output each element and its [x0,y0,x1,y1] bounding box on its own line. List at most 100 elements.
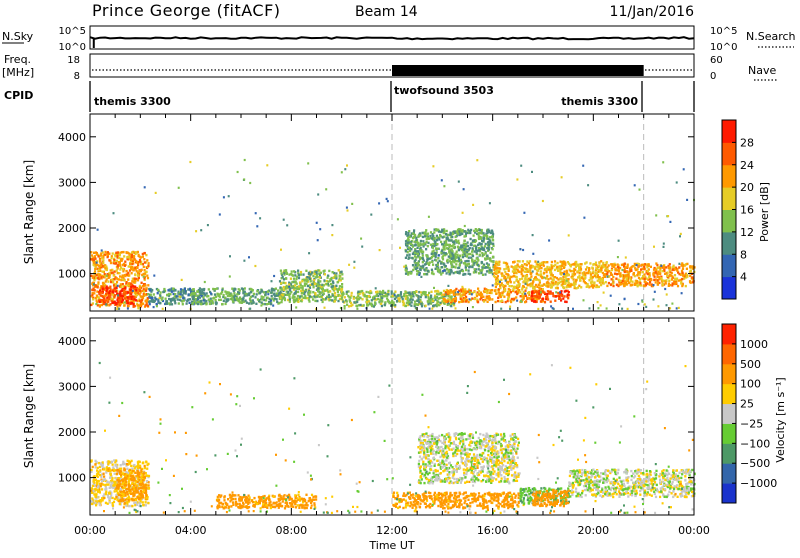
beam-title: Beam 14 [355,4,418,20]
colorbar-swatch [722,187,736,210]
cpid-segment-3: themis 3300 [561,95,638,108]
cpid-label: CPID [4,89,33,102]
colorbar-tick-label: 28 [740,136,754,149]
power-colorbar: 4 8 12 16 20 24 28 [722,120,754,300]
velocity-panel: 1000 2000 3000 4000 Slant Range [km] 1000 50… [22,318,787,515]
freq-left-tick-top: 18 [67,55,80,66]
colorbar-tick-label: 500 [740,358,761,371]
colorbar-swatch [722,120,736,143]
scatter-region [405,228,495,276]
colorbar-swatch [722,443,736,463]
scatter-noise [99,362,694,514]
y-tick-label: 3000 [58,176,86,189]
colorbar-swatch [722,344,736,364]
y-tick-label: 1000 [58,268,86,281]
velocity-colorbar-label: Velocity [m s⁻¹] [774,377,787,462]
colorbar-tick-label: −100 [740,437,770,450]
y-tick-label: 3000 [58,380,86,393]
colorbar-swatch [722,210,736,233]
scatter-region [606,262,696,287]
scatter-noise [93,159,695,310]
freq-left-unit: [MHz] [2,66,34,79]
colorbar-swatch [722,165,736,188]
colorbar-swatch [722,254,736,277]
colorbar-tick-label: 24 [740,159,754,172]
nave-bar [392,65,644,76]
scatter-region [191,287,281,305]
cpid-segment-2: twofsound 3503 [394,84,494,97]
nave-label: Nave [748,64,776,77]
colorbar-tick-label: 16 [740,204,754,217]
noise-right-tick-top: 10^5 [710,26,737,37]
power-colorbar-label: Power [dB] [758,182,771,242]
x-tick-label-2: 08:00 [275,524,307,537]
velocity-colorbar: 1000 500 100 25 −25 −100 −500 −1000 [722,324,777,504]
x-axis-tick-labels: 00:00 04:00 08:00 12:00 16:00 20:00 00:0… [74,524,710,537]
noise-right-label: N.Search [746,30,796,43]
colorbar-swatch [722,423,736,443]
colorbar-swatch [722,364,736,384]
freq-left-tick-bottom: 8 [74,71,80,82]
colorbar-tick-label: −1000 [740,477,777,490]
station-title: Prince George (fitACF) [92,1,281,20]
colorbar-tick-label: 25 [740,398,754,411]
nave-block [392,65,644,76]
x-tick-label-4: 16:00 [477,524,509,537]
colorbar-swatch [722,384,736,404]
colorbar-swatch [722,232,736,255]
power-scatter-cells [90,114,696,311]
colorbar-swatch [722,483,736,503]
cpid-panel: CPID themis 3300 twofsound 3503 themis 3… [4,81,694,112]
colorbar-tick-label: 8 [740,248,747,261]
noise-right-tick-bottom: 10^0 [710,42,737,53]
velocity-ylabel: Slant Range [km] [22,364,36,468]
freq-panel: Freq. [MHz] 18 8 60 0 Nave [2,53,778,82]
colorbar-tick-label: 1000 [740,338,768,351]
x-tick-label-3: 12:00 [376,524,408,537]
freq-right-tick-bottom: 0 [710,71,716,82]
x-tick-label-5: 20:00 [577,524,609,537]
power-y-axis: 1000 2000 3000 4000 [58,131,694,281]
x-tick-label-1: 04:00 [175,524,207,537]
freq-right-tick-top: 60 [710,55,723,66]
colorbar-swatch [722,404,736,424]
scatter-region [216,494,317,510]
colorbar-swatch [722,463,736,483]
freq-left-label: Freq. [4,53,31,66]
scatter-region [443,287,545,303]
scatter-region [417,432,520,485]
colorbar-tick-label: 12 [740,226,754,239]
scatter-region [342,290,457,308]
noise-panel: N.Sky 10^5 10^0 10^5 10^0 N.Search [2,26,796,53]
x-tick-label-0: 00:00 [74,524,106,537]
power-panel: 1000 2000 3000 4000 Slant Range [km] 4 8 12 16… [22,114,771,311]
colorbar-tick-label: 4 [740,271,747,284]
velocity-scatter-cells [90,318,696,515]
y-tick-label: 2000 [58,222,86,235]
colorbar-swatch [722,142,736,165]
x-axis-label: Time UT [368,539,414,552]
y-tick-label: 4000 [58,335,86,348]
scatter-region [568,469,696,499]
noise-sky-trace [90,37,694,48]
velocity-x-ticks [90,318,694,515]
colorbar-tick-label: 100 [740,378,761,391]
colorbar-swatch [722,277,736,300]
colorbar-tick-label: −500 [740,457,770,470]
x-tick-label-6: 00:00 [678,524,710,537]
y-tick-label: 4000 [58,131,86,144]
colorbar-tick-label: −25 [740,417,763,430]
power-ylabel: Slant Range [km] [22,160,36,264]
colorbar-swatch [722,324,736,344]
cpid-segment-1: themis 3300 [94,95,171,108]
noise-left-tick-top: 10^5 [59,26,86,37]
scatter-region [493,260,608,290]
noise-left-label: N.Sky [2,30,34,43]
y-tick-label: 2000 [58,426,86,439]
scatter-region [531,290,570,304]
colorbar-tick-label: 20 [740,181,754,194]
noise-left-tick-bottom: 10^0 [59,42,86,53]
